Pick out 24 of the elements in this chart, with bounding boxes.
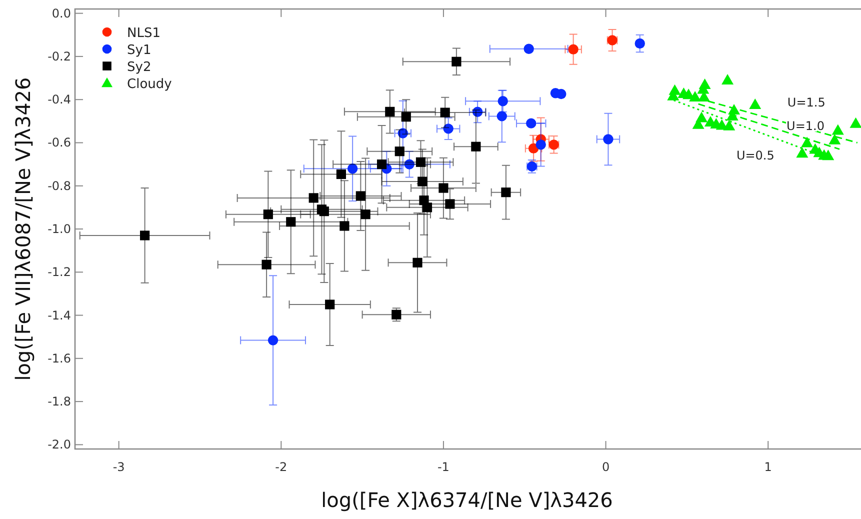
legend-label: Cloudy bbox=[127, 77, 172, 92]
x-tick-label: 0 bbox=[602, 460, 610, 474]
x-tick-label: -3 bbox=[112, 460, 125, 474]
y-tick-label: -0.4 bbox=[48, 92, 71, 107]
y-tick-label: -1.8 bbox=[48, 394, 71, 409]
series-label: U=1.5 bbox=[787, 96, 826, 110]
y-tick-label: -1.2 bbox=[48, 265, 71, 280]
x-tick-label: 1 bbox=[764, 460, 772, 474]
y-tick-label: -2.0 bbox=[48, 438, 71, 452]
x-axis-title: log([Fe X]λ6374/[Ne V]λ3426 bbox=[321, 488, 613, 512]
y-tick-label: -0.8 bbox=[48, 178, 71, 193]
y-axis-title: log([Fe VII]λ6087/[Ne V]λ3426 bbox=[11, 77, 35, 381]
y-tick-label: -0.6 bbox=[48, 136, 71, 150]
legend-label: Sy1 bbox=[127, 43, 152, 58]
y-tick-label: -1.6 bbox=[48, 351, 71, 366]
y-tick-label: -1.4 bbox=[48, 308, 71, 322]
series-label: U=0.5 bbox=[736, 148, 774, 162]
legend-label: Sy2 bbox=[127, 60, 152, 75]
x-tick-label: -1 bbox=[437, 460, 450, 474]
legend-label: NLS1 bbox=[127, 26, 160, 41]
y-tick-label: -0.2 bbox=[48, 49, 71, 64]
y-tick-label: 0.0 bbox=[52, 6, 71, 20]
y-tick-label: -1.0 bbox=[48, 222, 71, 236]
x-tick-label: -2 bbox=[275, 460, 288, 474]
